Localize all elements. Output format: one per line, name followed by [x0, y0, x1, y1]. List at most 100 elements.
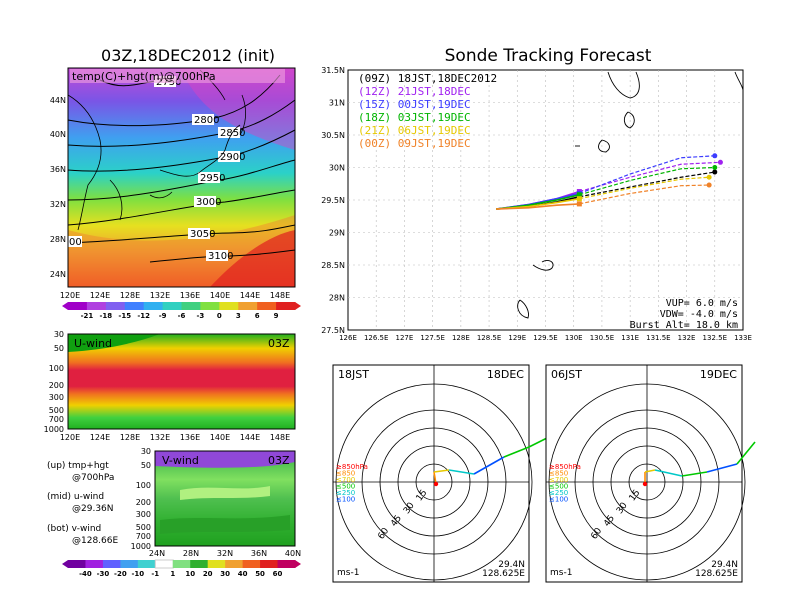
colorbar-swatch: [137, 560, 156, 568]
colorbar-swatch: [181, 302, 201, 310]
legend-entry-12z: (12Z) 21JST,18DEC: [358, 85, 471, 98]
contour-label-3050: 3050: [190, 229, 215, 240]
colorbar-swatch: [143, 302, 164, 310]
hodograph-ring: [592, 427, 702, 537]
lat-tick: 27.5N: [321, 326, 345, 335]
island-outlines: [517, 71, 744, 319]
level-tick: 50: [54, 344, 64, 353]
level-tick: 30: [54, 330, 64, 339]
colorbar-label: -15: [118, 312, 131, 320]
hodograph-time: 06JST: [551, 368, 582, 381]
track-ascent: [496, 203, 580, 210]
hodograph-ring: [361, 409, 507, 555]
lat-tick: 40N: [50, 130, 66, 139]
colorbar-label: -30: [97, 570, 110, 578]
hodograph-ring: [397, 445, 471, 519]
colorbar-arrow-left: [62, 560, 68, 568]
track-descent: [579, 166, 715, 196]
v-wind-time: 03Z: [268, 454, 290, 467]
hodograph-trace: [706, 463, 738, 473]
top-map-lon-ticks: 120E 124E 128E 132E 136E 140E 144E 148E: [60, 291, 290, 300]
contour-label-3100: 3100: [208, 251, 233, 262]
note-bot-1: (bot) v-wind: [47, 524, 101, 534]
legend-jst: 03JST,19DEC: [398, 111, 471, 124]
lat-tick: 31.5N: [321, 66, 345, 75]
lon-tick: 133E: [734, 334, 752, 342]
hodograph-level-legend: ≥850hPa: [549, 463, 581, 471]
hodograph-level-legend: ≤100: [549, 496, 568, 504]
colorbar-label: -40: [79, 570, 92, 578]
lon-tick: 128E: [120, 433, 140, 442]
lat-tick: 29.5N: [321, 196, 345, 205]
hodograph-ring-outer: [335, 383, 533, 581]
lon-tick: 126E: [339, 334, 357, 342]
lon-tick: 132E: [678, 334, 696, 342]
legend-utc: (15Z): [358, 98, 391, 111]
param-vup: VUP= 6.0 m/s: [666, 298, 738, 309]
legend-jst: 21JST,18DEC: [398, 85, 471, 98]
colorbar-label: 20: [203, 570, 213, 578]
lat-tick: 31N: [329, 99, 345, 108]
colorbar-label: -3: [197, 312, 205, 320]
temp-colorbar: -21 -18 -15 -12 -9 -6 -3 0 3 6 9: [62, 302, 301, 320]
contour-label-edge: 00: [69, 237, 82, 248]
colorbar-label: 40: [238, 570, 248, 578]
hodograph-lat: 29.4N: [711, 560, 738, 570]
hodograph-trace: [433, 469, 450, 473]
temp-height-map: 2750 2800 2850 2900 2950 3000 3050 3100 …: [50, 67, 296, 300]
hodograph-lat: 29.4N: [498, 560, 525, 570]
hodograph-surface-dot: [642, 481, 648, 487]
lon-tick: 120E: [60, 291, 80, 300]
lon-tick: 120E: [60, 433, 80, 442]
lon-tick: 136E: [180, 291, 200, 300]
lat-tick: 28.5N: [321, 261, 345, 270]
track-params: VUP= 6.0 m/s VDW= -4.0 m/s Burst Alt= 18…: [630, 298, 738, 331]
colorbar-label: 50: [255, 570, 265, 578]
hodograph-lon: 128.625E: [482, 569, 525, 579]
legend-entry-09z: (09Z) 18JST,18DEC2012: [358, 72, 497, 85]
colorbar-swatch: [85, 560, 104, 568]
lon-tick: 148E: [270, 433, 290, 442]
lon-tick: 130E: [565, 334, 583, 342]
lon-tick: 132.5E: [703, 334, 727, 342]
track-descent: [579, 176, 710, 200]
lon-tick: 128.5E: [477, 334, 501, 342]
lat-tick: 28N: [183, 549, 199, 558]
level-tick: 300: [49, 393, 64, 402]
colorbar-label: 1: [170, 570, 175, 578]
lon-tick: 140E: [210, 291, 230, 300]
note-up-1: (up) tmp+hgt: [47, 461, 109, 471]
colorbar-arrow-right: [295, 302, 301, 310]
lat-tick: 24N: [149, 549, 165, 558]
lat-tick: 28N: [329, 294, 345, 303]
hodograph-level-legend: ≤250: [336, 489, 355, 497]
contour-label-2850: 2850: [220, 128, 245, 139]
param-burst: Burst Alt= 18.0 km: [630, 320, 738, 331]
lon-tick: 132E: [150, 433, 170, 442]
legend-jst: 00JST,19DEC: [398, 98, 471, 111]
level-tick: 500: [136, 523, 151, 532]
level-tick: 30: [141, 447, 151, 456]
lat-tick: 32N: [217, 549, 233, 558]
lat-tick: 44N: [50, 96, 66, 105]
hodograph-ring: [628, 463, 666, 501]
landing-marker: [706, 174, 712, 180]
lat-tick: 29N: [329, 229, 345, 238]
colorbar-swatch: [242, 560, 261, 568]
colorbar-swatch: [207, 560, 226, 568]
colorbar-swatch: [162, 302, 182, 310]
wind-colorbar: -40 -30 -20 -10 -1 1 10 20 30 40 50 60: [62, 559, 301, 578]
lon-tick: 128E: [120, 291, 140, 300]
landing-marker: [712, 165, 718, 170]
hodograph-trace: [736, 441, 756, 465]
colorbar-swatch: [219, 302, 239, 310]
colorbar-label: -21: [81, 312, 94, 320]
colorbar-swatch: [277, 560, 296, 568]
contour-label-2950: 2950: [200, 173, 225, 184]
legend-entry-18z: (18Z) 03JST,19DEC: [358, 111, 471, 124]
colorbar-swatch: [105, 302, 126, 310]
level-tick: 200: [136, 498, 151, 507]
legend-entry-15z: (15Z) 00JST,19DEC: [358, 98, 471, 111]
legend-entry-21z: (21Z) 06JST,19DEC: [358, 124, 471, 137]
lon-tick: 131E: [621, 334, 639, 342]
